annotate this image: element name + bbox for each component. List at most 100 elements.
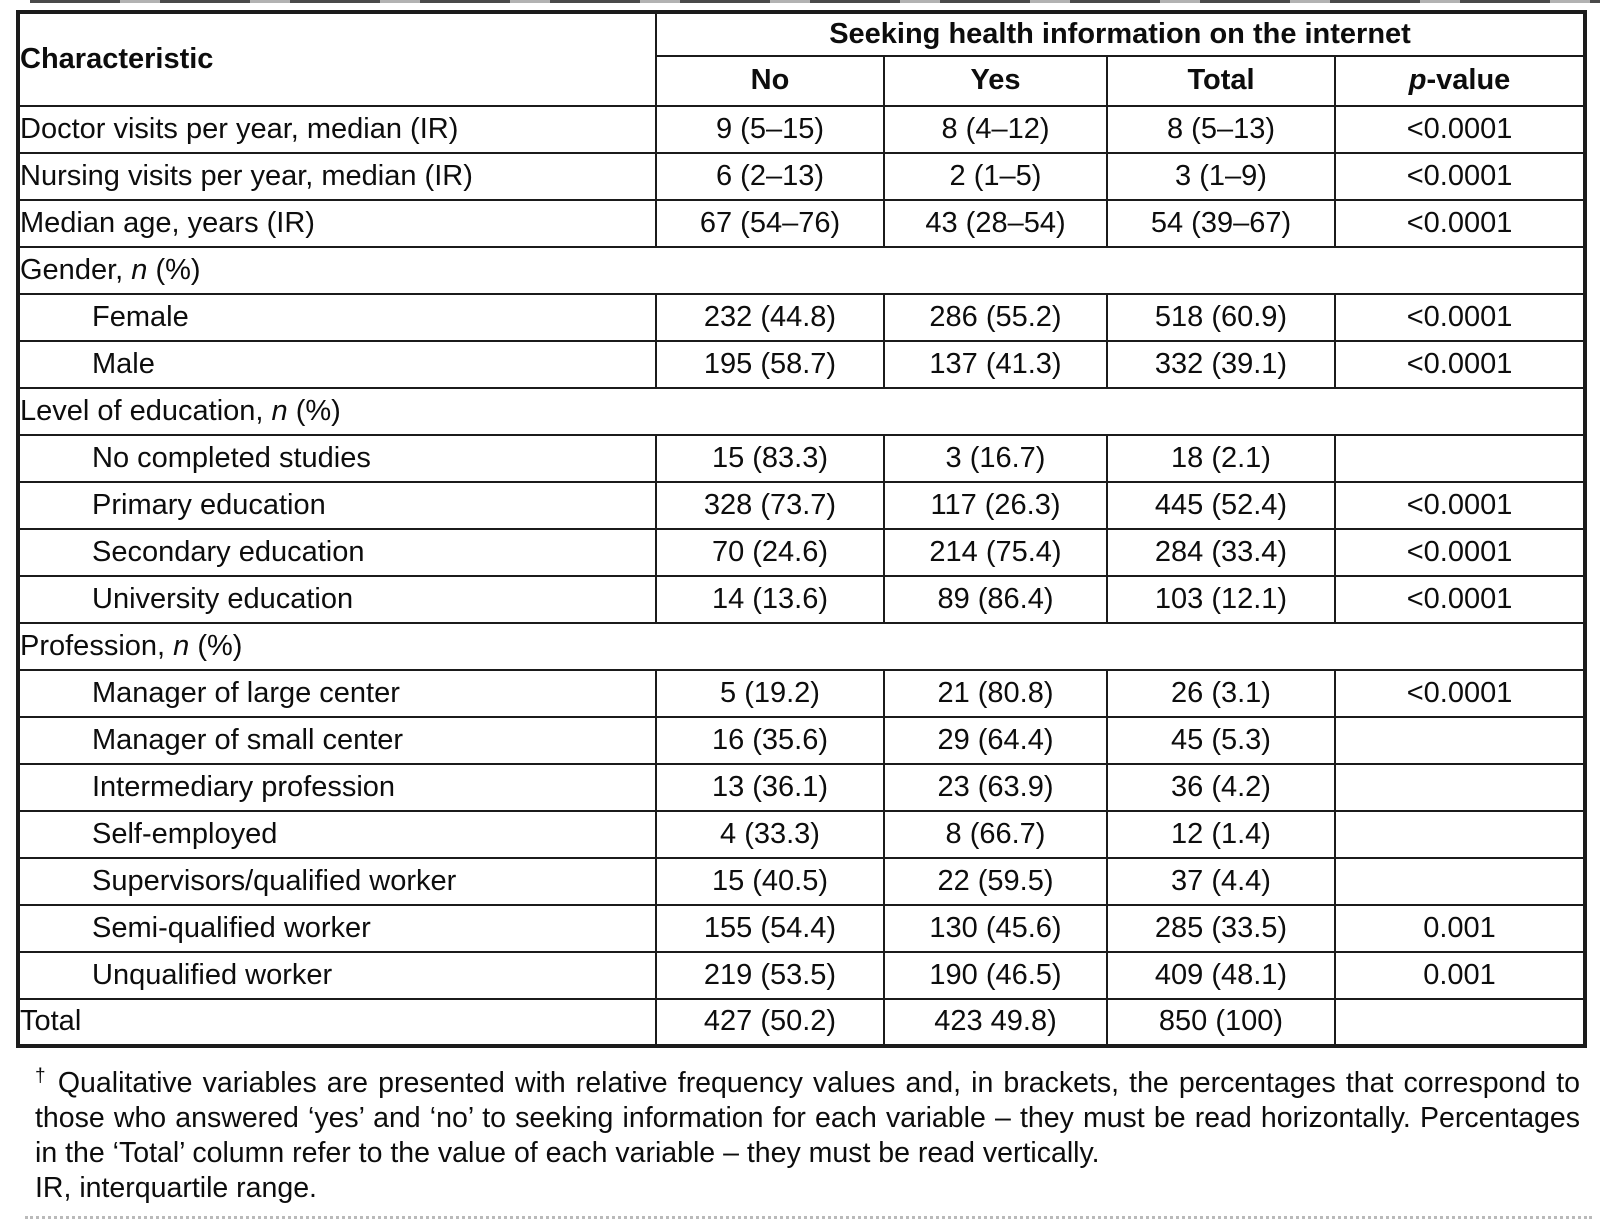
table-row: Manager of small center 16 (35.6) 29 (64… bbox=[17, 716, 1587, 765]
section-row: Profession, n (%) bbox=[16, 622, 1587, 671]
p-value-rest: -value bbox=[1426, 64, 1511, 97]
p-value-cell: <0.0001 bbox=[1333, 340, 1587, 389]
no-cell: 14 (13.6) bbox=[655, 575, 885, 624]
no-cell: 67 (54–76) bbox=[655, 199, 885, 248]
characteristic-cell: Secondary education bbox=[17, 528, 657, 577]
yes-cell: 423 49.8) bbox=[883, 998, 1108, 1047]
yes-cell: 8 (4–12) bbox=[883, 105, 1108, 154]
no-cell: 427 (50.2) bbox=[655, 998, 885, 1047]
table-row: University education 14 (13.6) 89 (86.4)… bbox=[17, 575, 1587, 624]
total-row: Total 427 (50.2) 423 49.8) 850 (100) bbox=[17, 998, 1587, 1047]
yes-cell: 22 (59.5) bbox=[883, 857, 1108, 906]
p-value-cell: 0.001 bbox=[1333, 904, 1587, 953]
table-row: Intermediary profession 13 (36.1) 23 (63… bbox=[17, 763, 1587, 812]
footnote-paragraph: † Qualitative variables are presented wi… bbox=[35, 1066, 1580, 1171]
section-label: Level of education, n (%) bbox=[16, 387, 1587, 436]
p-value-cell bbox=[1333, 857, 1587, 906]
column-header-span: Seeking health information on the intern… bbox=[654, 11, 1587, 57]
footnote-text: Qualitative variables are presented with… bbox=[35, 1067, 1580, 1169]
p-value-italic-p: p bbox=[1408, 64, 1427, 97]
characteristic-cell: Nursing visits per year, median (IR) bbox=[17, 152, 657, 201]
table-row: No completed studies 15 (83.3) 3 (16.7) … bbox=[17, 434, 1587, 483]
characteristic-cell: Supervisors/qualified worker bbox=[17, 857, 657, 906]
column-header-no: No bbox=[655, 55, 885, 107]
scan-artifact-bottom bbox=[25, 1216, 1592, 1219]
no-cell: 70 (24.6) bbox=[655, 528, 885, 577]
total-cell: 285 (33.5) bbox=[1106, 904, 1336, 953]
header-row-2: No Yes Total p-value bbox=[18, 55, 1587, 107]
no-cell: 4 (33.3) bbox=[655, 810, 885, 859]
footnote: † Qualitative variables are presented wi… bbox=[35, 1066, 1580, 1206]
footnote-ir-line: IR, interquartile range. bbox=[35, 1172, 317, 1204]
characteristic-cell: University education bbox=[17, 575, 657, 624]
column-header-total: Total bbox=[1106, 55, 1336, 107]
table-row: Semi-qualified worker 155 (54.4) 130 (45… bbox=[17, 904, 1587, 953]
no-cell: 5 (19.2) bbox=[655, 669, 885, 718]
table-row: Nursing visits per year, median (IR) 6 (… bbox=[17, 152, 1587, 201]
yes-cell: 190 (46.5) bbox=[883, 951, 1108, 1000]
characteristic-cell: Semi-qualified worker bbox=[17, 904, 657, 953]
table-row: Primary education 328 (73.7) 117 (26.3) … bbox=[17, 481, 1587, 530]
total-cell: 8 (5–13) bbox=[1106, 105, 1336, 154]
column-header-p-value: p-value bbox=[1333, 55, 1587, 107]
p-value-cell: <0.0001 bbox=[1333, 152, 1587, 201]
table-row: Male 195 (58.7) 137 (41.3) 332 (39.1) <0… bbox=[17, 340, 1587, 389]
column-header-yes: Yes bbox=[883, 55, 1108, 107]
no-cell: 195 (58.7) bbox=[655, 340, 885, 389]
no-cell: 232 (44.8) bbox=[655, 293, 885, 342]
scan-artifact-top bbox=[30, 0, 1600, 3]
p-value-cell: <0.0001 bbox=[1333, 481, 1587, 530]
p-value-cell: <0.0001 bbox=[1333, 105, 1587, 154]
total-cell: 445 (52.4) bbox=[1106, 481, 1336, 530]
characteristic-cell: Manager of large center bbox=[17, 669, 657, 718]
no-cell: 15 (40.5) bbox=[655, 857, 885, 906]
characteristic-cell: Unqualified worker bbox=[17, 951, 657, 1000]
table-row: Manager of large center 5 (19.2) 21 (80.… bbox=[17, 669, 1587, 718]
p-value-cell bbox=[1333, 716, 1587, 765]
yes-cell: 29 (64.4) bbox=[883, 716, 1108, 765]
table-row: Self-employed 4 (33.3) 8 (66.7) 12 (1.4) bbox=[17, 810, 1587, 859]
p-value-cell: <0.0001 bbox=[1333, 575, 1587, 624]
section-row: Gender, n (%) bbox=[16, 246, 1587, 295]
characteristic-cell: Primary education bbox=[17, 481, 657, 530]
total-cell: 850 (100) bbox=[1106, 998, 1336, 1047]
no-cell: 15 (83.3) bbox=[655, 434, 885, 483]
characteristic-cell: Self-employed bbox=[17, 810, 657, 859]
total-cell: 103 (12.1) bbox=[1106, 575, 1336, 624]
p-value-cell: <0.0001 bbox=[1333, 293, 1587, 342]
characteristic-cell: Doctor visits per year, median (IR) bbox=[17, 105, 657, 154]
total-cell: 332 (39.1) bbox=[1106, 340, 1336, 389]
no-cell: 13 (36.1) bbox=[655, 763, 885, 812]
characteristic-cell: Total bbox=[17, 998, 657, 1047]
table-row: Female 232 (44.8) 286 (55.2) 518 (60.9) … bbox=[17, 293, 1587, 342]
header-row-1: Characteristic Seeking health informatio… bbox=[17, 11, 1587, 107]
section-label-italic-n: n bbox=[173, 629, 190, 662]
section-label-pre: Profession, bbox=[20, 629, 174, 662]
yes-cell: 89 (86.4) bbox=[883, 575, 1108, 624]
characteristic-cell: Intermediary profession bbox=[17, 763, 657, 812]
yes-cell: 2 (1–5) bbox=[883, 152, 1108, 201]
section-label-post: (%) bbox=[147, 253, 201, 286]
total-cell: 12 (1.4) bbox=[1106, 810, 1336, 859]
total-cell: 36 (4.2) bbox=[1106, 763, 1336, 812]
p-value-cell bbox=[1333, 763, 1587, 812]
characteristic-cell: Median age, years (IR) bbox=[17, 199, 657, 248]
characteristic-cell: Manager of small center bbox=[17, 716, 657, 765]
total-cell: 518 (60.9) bbox=[1106, 293, 1336, 342]
section-label-pre: Level of education, bbox=[20, 394, 272, 427]
p-value-cell bbox=[1333, 810, 1587, 859]
yes-cell: 214 (75.4) bbox=[883, 528, 1108, 577]
total-cell: 26 (3.1) bbox=[1106, 669, 1336, 718]
no-cell: 16 (35.6) bbox=[655, 716, 885, 765]
total-cell: 409 (48.1) bbox=[1106, 951, 1336, 1000]
dagger-symbol: † bbox=[35, 1065, 48, 1087]
yes-cell: 3 (16.7) bbox=[883, 434, 1108, 483]
section-label-italic-n: n bbox=[271, 394, 288, 427]
table-row: Secondary education 70 (24.6) 214 (75.4)… bbox=[17, 528, 1587, 577]
characteristic-cell: No completed studies bbox=[17, 434, 657, 483]
p-value-cell: <0.0001 bbox=[1333, 669, 1587, 718]
total-cell: 3 (1–9) bbox=[1106, 152, 1336, 201]
yes-cell: 23 (63.9) bbox=[883, 763, 1108, 812]
total-cell: 54 (39–67) bbox=[1106, 199, 1336, 248]
